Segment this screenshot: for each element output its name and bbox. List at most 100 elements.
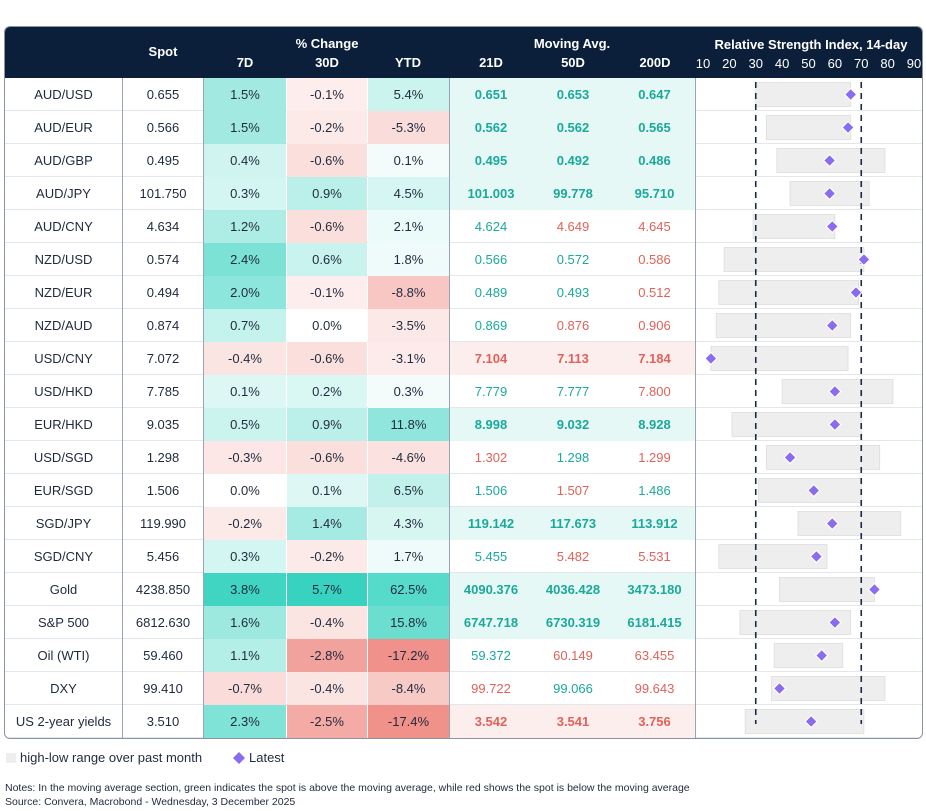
change-30d: 0.0%: [287, 309, 367, 342]
legend-latest-label: Latest: [249, 750, 285, 765]
rsi-tick-label: 90: [906, 56, 922, 71]
rsi-latest-marker: [822, 186, 837, 201]
moving-avg-50d: 60.149: [553, 648, 593, 663]
change-ytd: 4.3%: [368, 507, 449, 540]
change-ytd: 0.1%: [368, 144, 449, 177]
table-row: AUD/JPY 101.750 0.3% 0.9% 4.5% 101.003 99.778 9…: [5, 177, 922, 210]
table-row: S&P 500 6812.630 1.6% -0.4% 15.8% 6747.718 673…: [5, 606, 922, 639]
rsi-latest-marker: [843, 87, 858, 102]
rsi-latest-marker: [772, 681, 787, 696]
change-ytd: -8.8%: [368, 276, 449, 309]
table-row: AUD/USD 0.655 1.5% -0.1% 5.4% 0.651 0.653 0.647: [5, 78, 922, 111]
change-30d: -0.6%: [287, 342, 367, 375]
rsi-range-bar: [797, 511, 902, 536]
fx-dashboard-table: Spot % Change 7D 30D YTD Moving Avg. 21D…: [4, 26, 923, 739]
change-30d: 0.1%: [287, 474, 367, 507]
moving-avg-50d: 99.066: [553, 681, 593, 696]
rsi-range-bar: [752, 214, 836, 239]
rsi-latest-marker: [867, 582, 882, 597]
moving-avg-200d: 99.643: [634, 681, 675, 696]
rsi-range-bar: [779, 577, 875, 602]
rsi-chart: [704, 82, 902, 734]
moving-avg-200d: 95.710: [614, 177, 695, 210]
spot-value: 3.510: [146, 714, 180, 729]
change-ytd: 5.4%: [368, 78, 449, 111]
rsi-tick-label: 40: [774, 56, 790, 71]
change-7d: 2.0%: [204, 276, 286, 309]
table-row: Oil (WTI) 59.460 1.1% -2.8% -17.2% 59.372 60.1…: [5, 639, 922, 672]
change-ytd: 1.7%: [368, 540, 449, 573]
divider-spot: [203, 78, 204, 738]
moving-avg-21d: 3.542: [450, 705, 532, 738]
pair-label: NZD/AUD: [34, 318, 93, 333]
pair-label: SGD/JPY: [35, 516, 92, 531]
change-30d: 1.4%: [287, 507, 367, 540]
moving-avg-50d: 7.777: [556, 384, 590, 399]
header-30d: 30D: [315, 55, 339, 70]
header-ytd: YTD: [395, 55, 421, 70]
change-7d: 0.3%: [204, 177, 286, 210]
change-7d: 0.1%: [204, 375, 286, 408]
moving-avg-200d: 1.299: [638, 450, 671, 465]
rsi-latest-marker: [814, 648, 829, 663]
spot-value: 0.494: [146, 285, 180, 300]
moving-avg-200d: 7.184: [614, 342, 695, 375]
moving-avg-21d: 5.455: [474, 549, 508, 564]
change-30d: -0.1%: [287, 78, 367, 111]
change-ytd: -17.2%: [368, 639, 449, 672]
change-7d: 1.1%: [204, 639, 286, 672]
pair-label: Oil (WTI): [37, 648, 90, 663]
rsi-latest-marker: [822, 153, 837, 168]
change-30d: -0.6%: [287, 210, 367, 243]
change-ytd: -5.3%: [368, 111, 449, 144]
moving-avg-50d: 0.562: [532, 111, 614, 144]
header-21d: 21D: [479, 55, 503, 70]
change-30d: -2.8%: [287, 639, 367, 672]
moving-avg-200d: 7.800: [638, 384, 671, 399]
header-7d: 7D: [236, 55, 254, 70]
change-7d: 0.4%: [204, 144, 286, 177]
spot-value: 1.298: [146, 450, 180, 465]
rsi-range-bar: [755, 82, 852, 107]
moving-avg-200d: 1.486: [638, 483, 671, 498]
divider-ma: [695, 78, 696, 738]
change-7d: 1.2%: [204, 210, 286, 243]
change-30d: -0.2%: [287, 111, 367, 144]
table-row: SGD/JPY 119.990 -0.2% 1.4% 4.3% 119.142 117.67…: [5, 507, 922, 540]
moving-avg-21d: 0.651: [450, 78, 532, 111]
rsi-latest-marker: [825, 219, 840, 234]
table-row: USD/HKD 7.785 0.1% 0.2% 0.3% 7.779 7.777 7.800: [5, 375, 922, 408]
moving-avg-21d: 4.624: [474, 219, 508, 234]
table-row: AUD/EUR 0.566 1.5% -0.2% -5.3% 0.562 0.562 0.56…: [5, 111, 922, 144]
spot-value: 7.785: [146, 384, 180, 399]
header-pct-change: % Change: [295, 36, 359, 51]
change-7d: 0.3%: [204, 540, 286, 573]
spot-value: 101.750: [139, 186, 187, 201]
table-row: USD/CNY 7.072 -0.4% -0.6% -3.1% 7.104 7.113 7.1…: [5, 342, 922, 375]
spot-value: 4238.850: [135, 582, 191, 597]
change-7d: 1.5%: [204, 111, 286, 144]
rsi-latest-marker: [804, 714, 818, 729]
moving-avg-21d: 1.302: [474, 450, 508, 465]
table-row: AUD/GBP 0.495 0.4% -0.6% 0.1% 0.495 0.492 0.486: [5, 144, 922, 177]
moving-avg-21d: 119.142: [450, 507, 532, 540]
moving-avg-21d: 101.003: [450, 177, 532, 210]
moving-avg-21d: 1.506: [474, 483, 508, 498]
divider-pct: [449, 78, 450, 738]
moving-avg-50d: 6730.319: [532, 606, 614, 639]
pair-label: AUD/JPY: [36, 186, 91, 201]
change-30d: -0.4%: [287, 606, 367, 639]
moving-avg-50d: 0.876: [556, 318, 590, 333]
moving-avg-21d: 8.998: [450, 408, 532, 441]
moving-avg-200d: 0.565: [614, 111, 695, 144]
divider-pair: [122, 78, 123, 738]
change-30d: -2.5%: [287, 705, 367, 738]
pair-label: NZD/USD: [34, 252, 93, 267]
change-ytd: 2.1%: [368, 210, 449, 243]
change-7d: -0.7%: [204, 672, 286, 705]
spot-value: 6812.630: [135, 615, 191, 630]
spot-value: 99.410: [143, 681, 183, 696]
change-30d: -0.6%: [287, 441, 367, 474]
moving-avg-21d: 6747.718: [450, 606, 532, 639]
spot-value: 4.634: [146, 219, 180, 234]
